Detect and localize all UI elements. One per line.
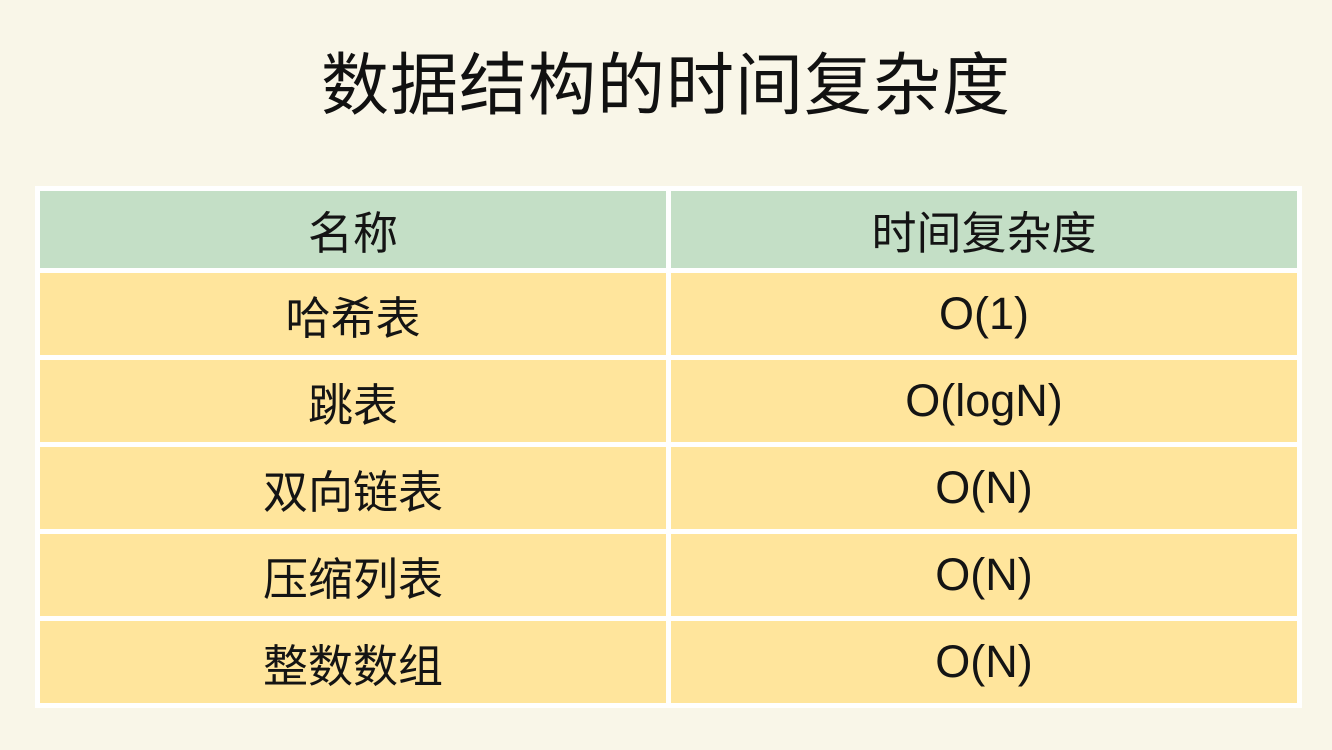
cell-time-complexity: O(logN) (671, 360, 1297, 442)
cell-structure-name: 整数数组 (40, 621, 666, 703)
table-row: 双向链表 O(N) (40, 447, 1297, 529)
cell-time-complexity: O(N) (671, 447, 1297, 529)
cell-time-complexity: O(N) (671, 534, 1297, 616)
column-header-complexity: 时间复杂度 (671, 191, 1297, 268)
table-header: 名称 时间复杂度 (40, 191, 1297, 268)
table-body: 哈希表 O(1) 跳表 O(logN) 双向链表 O(N) 压缩列表 O(N) … (40, 273, 1297, 703)
header-row: 名称 时间复杂度 (40, 191, 1297, 268)
column-header-name: 名称 (40, 191, 666, 268)
table-row: 跳表 O(logN) (40, 360, 1297, 442)
cell-time-complexity: O(1) (671, 273, 1297, 355)
cell-time-complexity: O(N) (671, 621, 1297, 703)
table-row: 整数数组 O(N) (40, 621, 1297, 703)
table-row: 压缩列表 O(N) (40, 534, 1297, 616)
cell-structure-name: 跳表 (40, 360, 666, 442)
cell-structure-name: 哈希表 (40, 273, 666, 355)
cell-structure-name: 压缩列表 (40, 534, 666, 616)
page-title: 数据结构的时间复杂度 (320, 48, 1011, 124)
complexity-table: 名称 时间复杂度 哈希表 O(1) 跳表 O(logN) 双向链表 O(N) 压… (35, 186, 1302, 708)
table-row: 哈希表 O(1) (40, 273, 1297, 355)
cell-structure-name: 双向链表 (40, 447, 666, 529)
